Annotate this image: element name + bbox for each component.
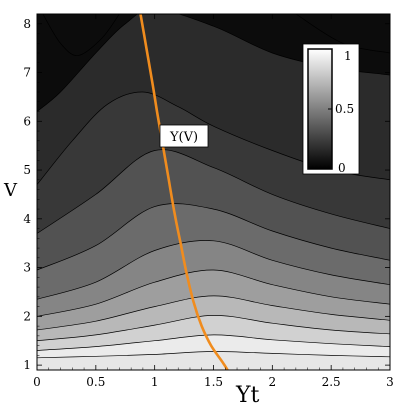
upsilon-curve: [139, 14, 229, 370]
contour-lines: [37, 14, 390, 359]
contour-line-3: [37, 295, 390, 331]
curve-annotation: Υ(V): [159, 124, 209, 148]
plot-area: [36, 13, 391, 371]
y-tick-label: 1: [23, 358, 31, 372]
curve-layer: [139, 14, 229, 370]
y-tick-label: 2: [23, 309, 31, 323]
x-tick-label: 3: [386, 375, 394, 389]
contour-band-0.9-top: [37, 351, 390, 370]
contour-line-1: [37, 334, 390, 351]
x-tick-label: 0: [33, 375, 41, 389]
y-tick-label: 4: [23, 212, 31, 226]
curve-annotation-box: [159, 124, 209, 148]
contour-line-5: [37, 240, 390, 300]
y-axis: 1 2 3 4 5 6 7 8: [23, 17, 390, 372]
y-tick-label: 3: [23, 261, 31, 275]
y-tick-label: 8: [23, 17, 31, 31]
contour-line-7: [37, 149, 390, 234]
contour-line-11: [295, 14, 390, 54]
colorbar-label-min: 0: [338, 161, 346, 175]
x-tick-label: 1: [151, 375, 159, 389]
colorbar-label-max: 1: [344, 49, 352, 63]
colorbar-legend: 1 0.5 0: [302, 43, 360, 175]
curve-label: Υ(V): [169, 130, 198, 145]
y-axis-title: V: [3, 180, 18, 201]
x-tick-label: 1.5: [204, 375, 223, 389]
x-axis: 0 0.5 1 1.5 2 2.5 3: [33, 14, 394, 389]
x-tick-label: 0.5: [86, 375, 105, 389]
contour-line-4: [37, 269, 390, 317]
contour-line-6: [37, 203, 390, 271]
contour-line-2: [37, 315, 390, 342]
x-axis-title: Υt: [235, 383, 260, 408]
y-tick-label: 7: [23, 66, 31, 80]
x-tick-label: 2: [269, 375, 277, 389]
contour-line-10: [42, 14, 120, 56]
x-tick-label: 2.5: [322, 375, 341, 389]
y-tick-label: 6: [23, 114, 31, 128]
y-tick-label: 5: [23, 163, 31, 177]
colorbar-label-mid: 0.5: [335, 102, 354, 116]
